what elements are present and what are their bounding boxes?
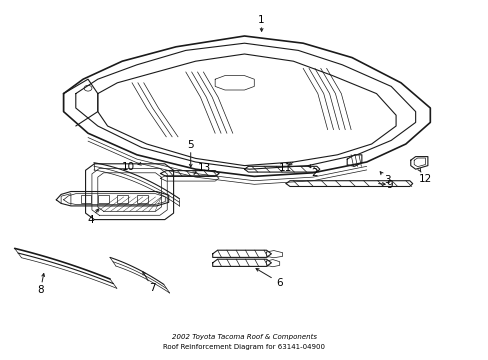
Text: 4: 4	[87, 215, 94, 225]
Text: 12: 12	[418, 174, 431, 184]
Text: 8: 8	[37, 285, 44, 295]
Bar	[117, 195, 128, 203]
Bar	[98, 195, 108, 203]
Text: 7: 7	[149, 283, 156, 293]
Text: 3: 3	[383, 175, 390, 185]
Text: 9: 9	[385, 180, 392, 190]
Text: 5: 5	[187, 140, 194, 150]
Text: Roof Reinforcement Diagram for 63141-04900: Roof Reinforcement Diagram for 63141-049…	[163, 345, 325, 350]
Text: 6: 6	[276, 278, 283, 288]
Text: 1: 1	[258, 15, 264, 25]
Bar	[81, 195, 91, 203]
Text: 2002 Toyota Tacoma Roof & Components: 2002 Toyota Tacoma Roof & Components	[172, 334, 316, 339]
Text: 11: 11	[278, 163, 291, 173]
Bar	[137, 195, 147, 203]
Text: 10: 10	[122, 162, 134, 172]
Text: 13: 13	[197, 163, 211, 173]
Text: 2: 2	[310, 168, 317, 178]
